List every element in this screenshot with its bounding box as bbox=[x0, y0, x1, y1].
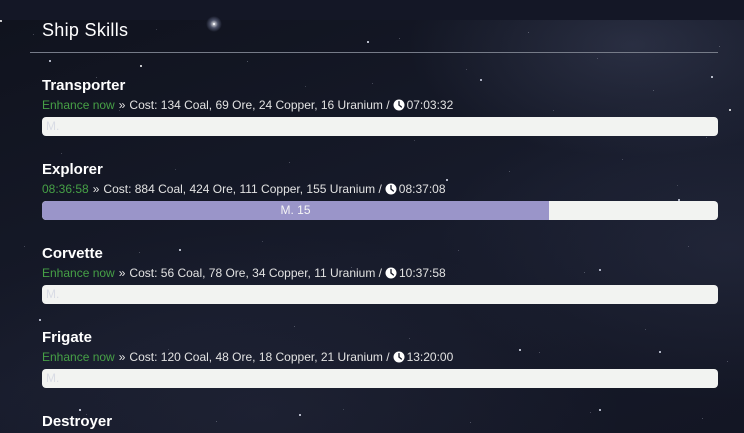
duration-text: 13:20:00 bbox=[406, 350, 454, 364]
glowing-star bbox=[206, 16, 222, 32]
cost-text: Cost: 120 Coal, 48 Ore, 18 Copper, 21 Ur… bbox=[129, 350, 390, 364]
skill-info-line: Enhance now» Cost: 120 Coal, 48 Ore, 18 C… bbox=[42, 350, 718, 364]
progress-label: M. 15 bbox=[280, 203, 311, 217]
skill-info-line: 08:36:58» Cost: 884 Coal, 424 Ore, 111 Co… bbox=[42, 182, 718, 196]
clock-icon bbox=[385, 183, 397, 198]
ship-skills-panel: Ship Skills Transporter Enhance now» Cost… bbox=[0, 20, 744, 430]
separator-chevrons: » bbox=[92, 182, 100, 196]
duration-text: 07:03:32 bbox=[406, 98, 454, 112]
cost-text: Cost: 884 Coal, 424 Ore, 111 Copper, 155… bbox=[103, 182, 382, 196]
skill-list: Transporter Enhance now» Cost: 134 Coal, … bbox=[30, 77, 718, 430]
cost-text: Cost: 134 Coal, 69 Ore, 24 Copper, 16 Ur… bbox=[129, 98, 390, 112]
countdown-timer: 08:36:58 bbox=[42, 182, 89, 196]
progress-bar: M. bbox=[42, 369, 718, 388]
clock-icon bbox=[385, 267, 397, 282]
skill-section: Destroyer bbox=[42, 413, 718, 430]
clock-icon bbox=[393, 351, 405, 366]
progress-bar: M. 15 bbox=[42, 201, 718, 220]
skill-info-line: Enhance now» Cost: 56 Coal, 78 Ore, 34 Co… bbox=[42, 266, 718, 280]
progress-label: M. bbox=[46, 371, 60, 385]
skill-name: Transporter bbox=[42, 77, 126, 94]
skill-section: Frigate Enhance now» Cost: 120 Coal, 48 O… bbox=[42, 329, 718, 388]
progress-bar: M. bbox=[42, 285, 718, 304]
progress-label: M. bbox=[46, 287, 60, 301]
progress-label: M. bbox=[46, 119, 60, 133]
skill-section: Transporter Enhance now» Cost: 134 Coal, … bbox=[42, 77, 718, 136]
enhance-link[interactable]: Enhance now bbox=[42, 98, 115, 112]
progress-bar: M. bbox=[42, 117, 718, 136]
cost-text: Cost: 56 Coal, 78 Ore, 34 Copper, 11 Ura… bbox=[129, 266, 382, 280]
separator-chevrons: » bbox=[118, 266, 126, 280]
starfield-background bbox=[0, 16, 744, 433]
duration-text: 10:37:58 bbox=[399, 266, 446, 280]
clock-icon bbox=[393, 99, 405, 114]
skill-name: Frigate bbox=[42, 329, 93, 346]
duration-text: 08:37:08 bbox=[398, 182, 446, 196]
skill-name: Destroyer bbox=[42, 413, 113, 430]
skill-name: Explorer bbox=[42, 161, 103, 178]
skill-section: Explorer 08:36:58» Cost: 884 Coal, 424 Or… bbox=[42, 161, 718, 220]
skill-info-line: Enhance now» Cost: 134 Coal, 69 Ore, 24 C… bbox=[42, 98, 718, 112]
enhance-link[interactable]: Enhance now bbox=[42, 266, 115, 280]
progress-fill: M. 15 bbox=[42, 201, 549, 220]
title-divider bbox=[30, 52, 718, 53]
enhance-link[interactable]: Enhance now bbox=[42, 350, 115, 364]
separator-chevrons: » bbox=[118, 350, 126, 364]
skill-name: Corvette bbox=[42, 245, 103, 262]
skill-section: Corvette Enhance now» Cost: 56 Coal, 78 O… bbox=[42, 245, 718, 304]
separator-chevrons: » bbox=[118, 98, 126, 112]
page-title: Ship Skills bbox=[42, 20, 129, 40]
bright-stars bbox=[0, 20, 2, 22]
